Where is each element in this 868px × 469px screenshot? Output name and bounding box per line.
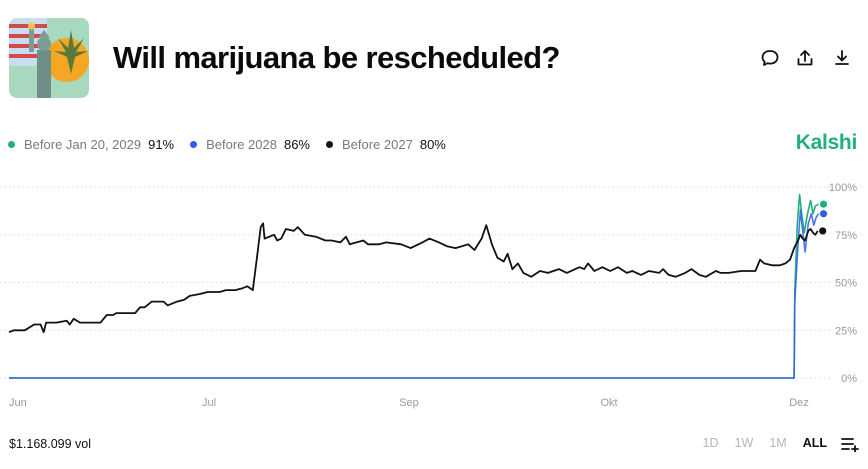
x-tick-label: Dez	[789, 397, 809, 409]
legend-label: Before Jan 20, 2029	[24, 136, 142, 152]
series-line-1	[9, 209, 820, 379]
x-tick-label: Okt	[600, 397, 617, 409]
y-tick-label: 100%	[829, 182, 857, 194]
legend-value: 91%	[148, 136, 175, 152]
legend-item-2029[interactable]: Before Jan 20, 2029 91%	[8, 137, 174, 152]
legend-label: Before 2027	[342, 136, 413, 152]
market-title: Will marijuana be rescheduled?	[113, 40, 560, 75]
legend-item-2028[interactable]: Before 2028 86%	[190, 137, 310, 152]
download-button[interactable]	[831, 47, 853, 69]
x-tick-label: Jun	[9, 397, 27, 409]
series-line-2	[9, 193, 819, 379]
legend-value: 80%	[419, 136, 446, 152]
series-end-dot-1	[819, 210, 828, 218]
price-chart[interactable]: 0% 25% 50% 75% 100% Jun Jul Sep Okt Dez	[0, 170, 868, 420]
series-end-dot-2	[819, 200, 828, 208]
market-thumbnail[interactable]	[9, 18, 89, 98]
y-tick-label: 50%	[835, 278, 857, 290]
kalshi-logo[interactable]: Kalshi	[795, 131, 858, 154]
x-tick-label: Sep	[399, 397, 419, 409]
series-end-dot-0	[819, 227, 827, 235]
series-line-0	[8, 222, 819, 334]
legend-dot-icon	[8, 140, 15, 148]
download-icon	[835, 50, 849, 65]
legend-label: Before 2028	[206, 136, 277, 152]
legend-dot-icon	[326, 140, 333, 148]
time-range-selector: 1D 1W 1M ALL	[687, 436, 827, 450]
range-all-button[interactable]: ALL	[802, 436, 827, 450]
range-1m-button[interactable]: 1M	[769, 436, 787, 450]
market-header: Will marijuana be rescheduled?	[0, 0, 868, 110]
y-tick-label: 75%	[835, 230, 857, 242]
chart-legend: Before Jan 20, 2029 91% Before 2028 86% …	[8, 136, 462, 152]
legend-dot-icon	[190, 140, 198, 148]
share-icon	[797, 50, 813, 66]
legend-item-2027[interactable]: Before 2027 80%	[326, 137, 446, 152]
chart-settings-icon[interactable]	[841, 436, 859, 452]
comment-button[interactable]	[759, 47, 781, 69]
legend-value: 86%	[283, 136, 310, 152]
range-1w-button[interactable]: 1W	[734, 436, 754, 450]
x-tick-label: Jul	[202, 397, 216, 409]
comment-icon	[761, 50, 779, 66]
y-tick-label: 0%	[841, 373, 857, 385]
share-button[interactable]	[794, 47, 816, 69]
chart-footer: $1.168.099 vol 1D 1W 1M ALL	[0, 430, 868, 460]
volume-label: $1.168.099 vol	[9, 437, 92, 451]
statue-of-liberty-cannabis-image	[9, 18, 89, 98]
range-1d-button[interactable]: 1D	[702, 436, 719, 450]
y-tick-label: 25%	[835, 325, 857, 337]
